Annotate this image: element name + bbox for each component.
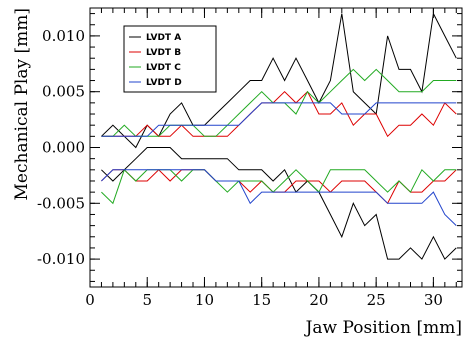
series-line-lvdt-a-upper: [101, 11, 457, 149]
y-tick-label: -0.005: [37, 194, 85, 212]
legend: LVDT A LVDT B LVDT C LVDT D: [123, 25, 217, 93]
x-tick-label: 0: [85, 291, 95, 309]
x-tick-label: 10: [195, 291, 214, 309]
x-tick-label: 20: [309, 291, 328, 309]
x-tick-label: 15: [252, 291, 271, 309]
y-tick-label: 0.005: [42, 83, 85, 101]
y-axis-title: Mechanical Play [mm]: [12, 8, 32, 200]
legend-label-lvdt-c: LVDT C: [146, 63, 181, 73]
series-line-lvdt-d-upper: [101, 102, 457, 137]
major-ticks: [89, 8, 462, 287]
legend-label-lvdt-d: LVDT D: [146, 78, 182, 88]
y-tick-label: -0.010: [37, 250, 85, 268]
series-lines: [101, 11, 457, 260]
y-tick-label: 0.000: [42, 139, 85, 157]
y-tick-label: 0.010: [42, 27, 85, 45]
series-line-lvdt-a-lower: [101, 147, 457, 260]
plot-frame: [89, 7, 463, 288]
x-tick-label: 30: [424, 291, 443, 309]
x-tick-label: 25: [367, 291, 386, 309]
series-line-lvdt-d-lower: [101, 169, 457, 226]
legend-label-lvdt-b: LVDT B: [146, 48, 181, 58]
y-tick-labels: -0.010 -0.005 0.000 0.005 0.010: [37, 27, 85, 268]
x-axis-title: Jaw Position [mm]: [304, 318, 462, 338]
x-tick-label: 5: [142, 291, 152, 309]
legend-label-lvdt-a: LVDT A: [146, 33, 181, 43]
series-line-lvdt-b-upper: [101, 90, 457, 138]
x-tick-labels: 0 5 10 15 20 25 30: [85, 291, 443, 309]
